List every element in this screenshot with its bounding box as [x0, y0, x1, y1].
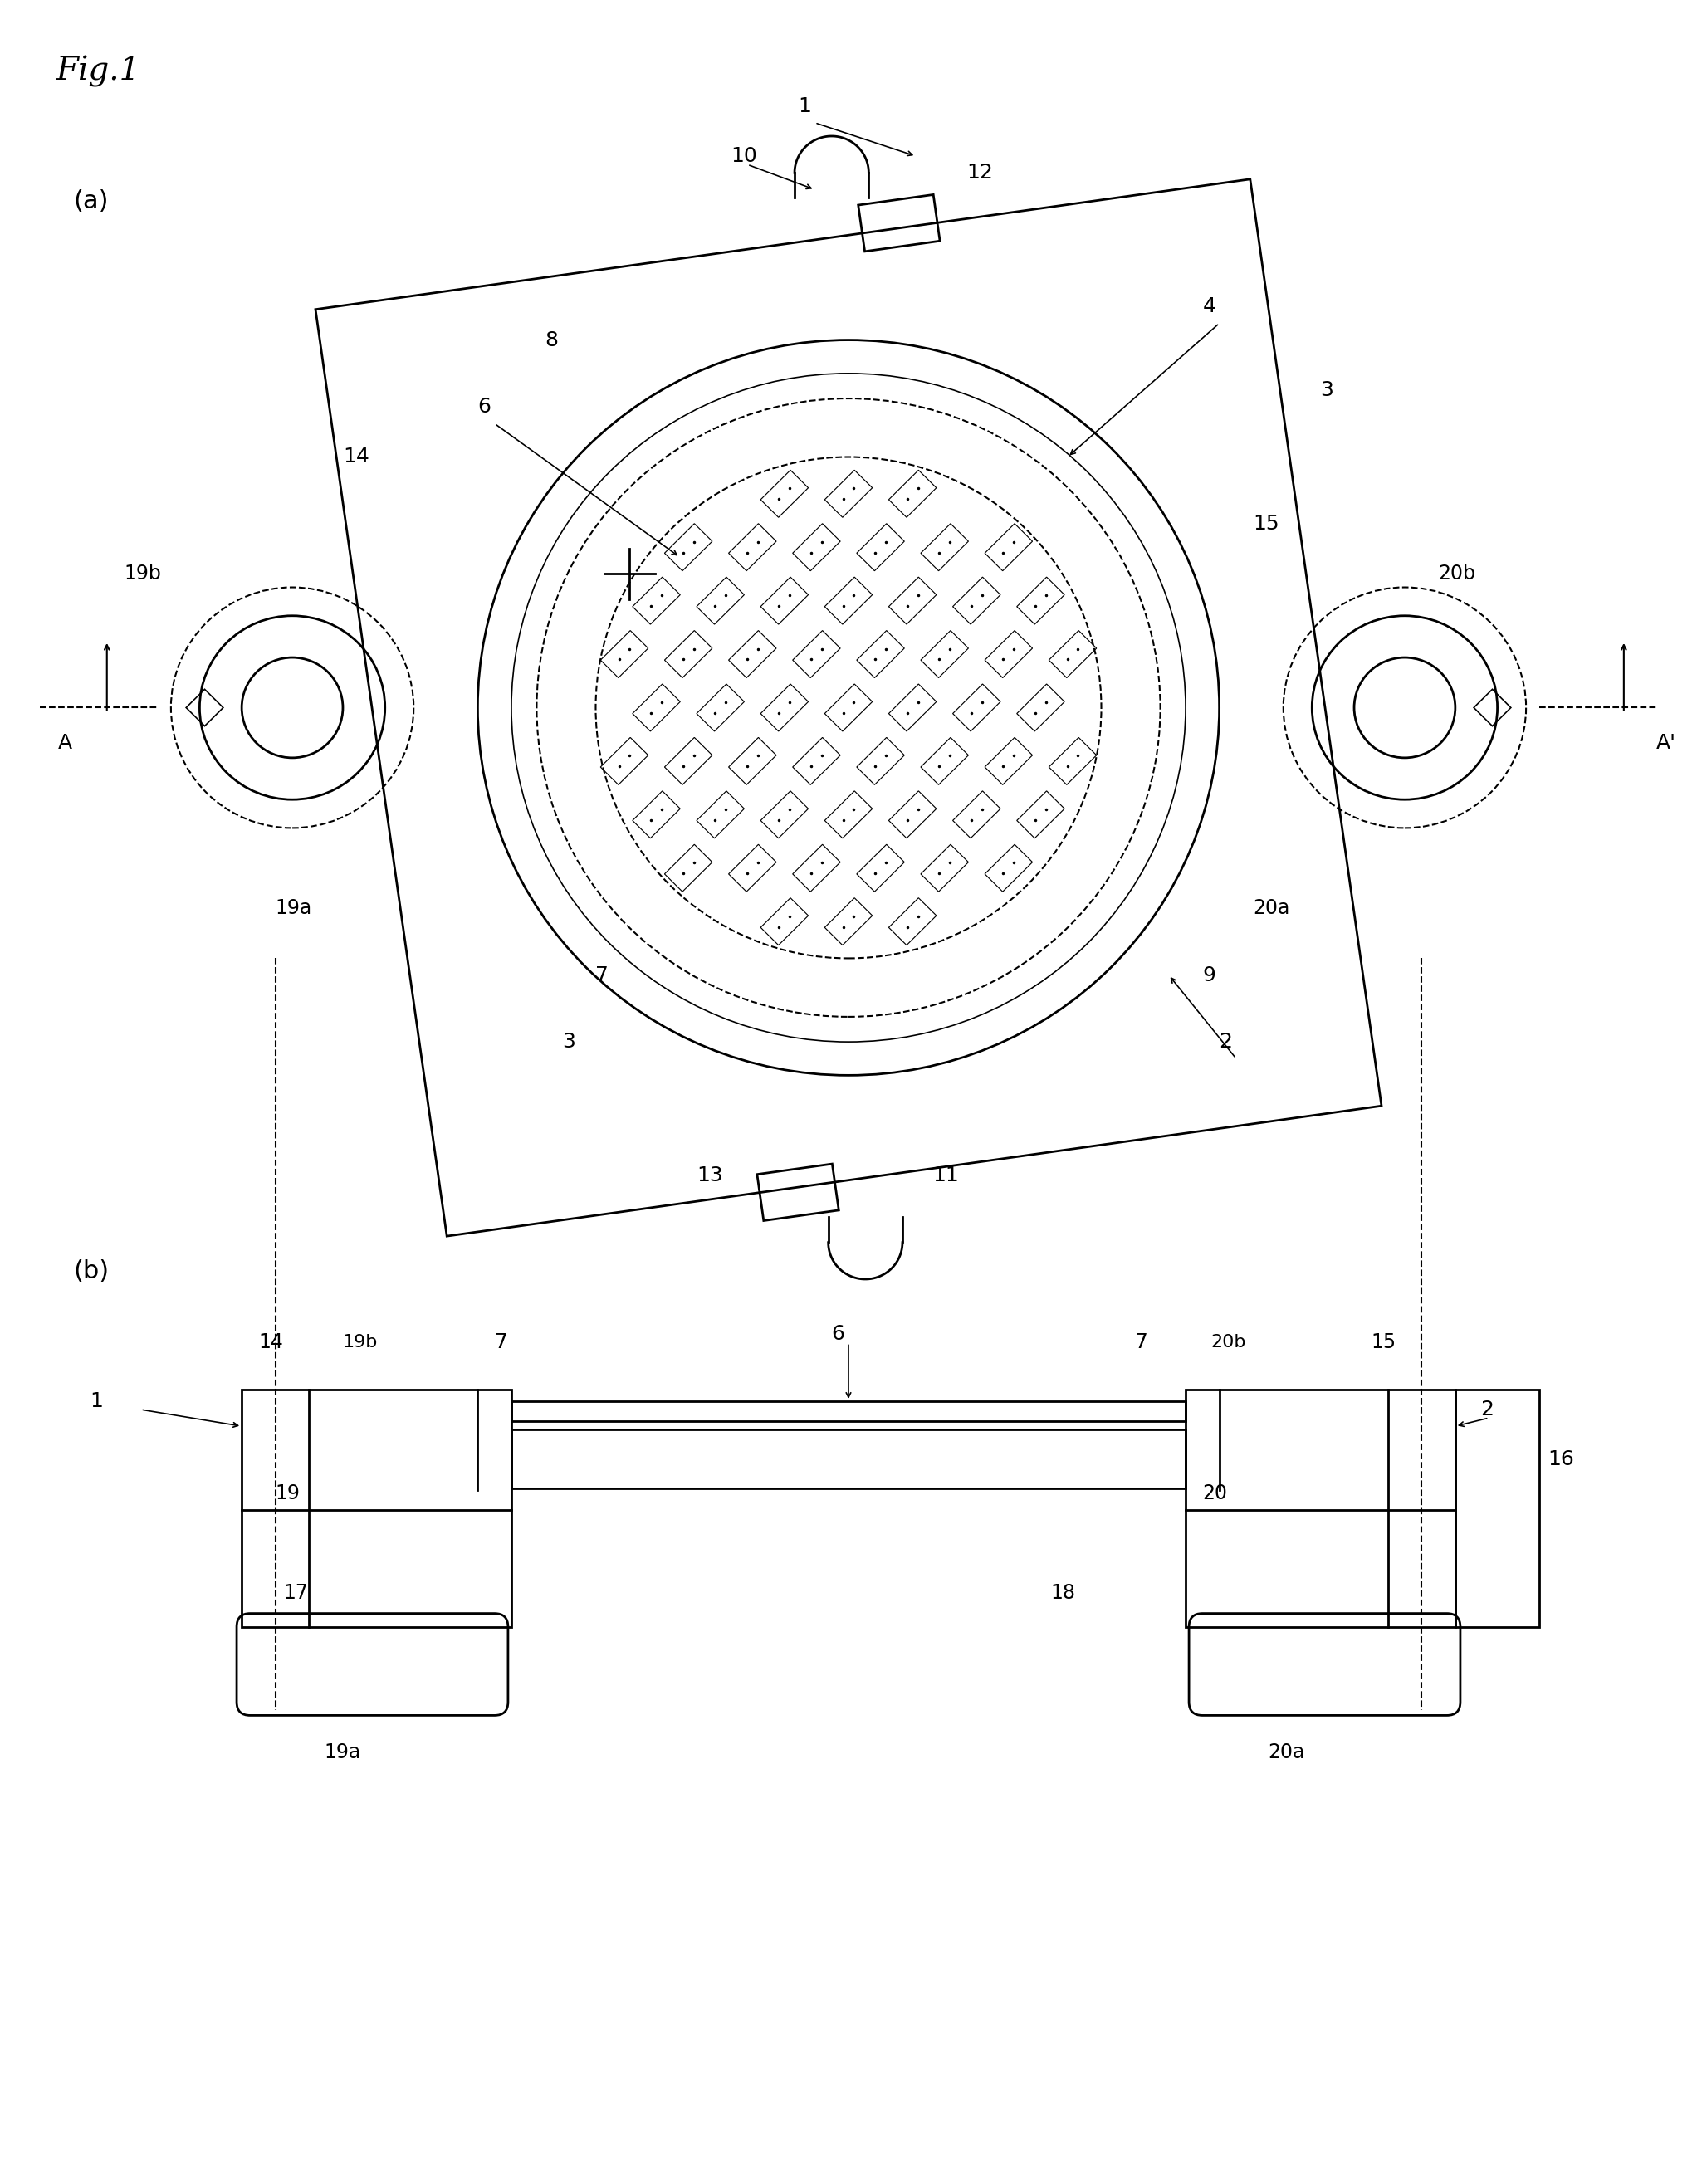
Text: 3: 3	[562, 1031, 575, 1053]
Text: 17: 17	[283, 1583, 309, 1603]
Text: 14: 14	[343, 448, 370, 467]
Text: 4: 4	[1203, 297, 1215, 317]
Text: 20: 20	[1203, 1483, 1227, 1503]
Text: 19b: 19b	[124, 563, 161, 583]
Text: A': A'	[1656, 732, 1677, 753]
Text: A: A	[58, 732, 71, 753]
Text: 14: 14	[258, 1332, 283, 1352]
Text: 3: 3	[1320, 380, 1334, 400]
Text: 20b: 20b	[1439, 563, 1476, 583]
Text: 7: 7	[596, 965, 609, 985]
Text: 19a: 19a	[324, 1743, 361, 1762]
Text: 19b: 19b	[343, 1334, 378, 1352]
Text: 20b: 20b	[1212, 1334, 1246, 1352]
Text: 12: 12	[967, 164, 993, 183]
Bar	[511, 1431, 1186, 1487]
Text: 15: 15	[1252, 513, 1280, 533]
Text: 10: 10	[730, 146, 757, 166]
Text: 9: 9	[1203, 965, 1215, 985]
Bar	[1456, 1389, 1539, 1627]
Bar	[1186, 1389, 1456, 1627]
Text: 13: 13	[697, 1166, 723, 1186]
Text: 6: 6	[477, 397, 490, 417]
Text: Fig.1: Fig.1	[56, 57, 141, 87]
Text: 20a: 20a	[1268, 1743, 1305, 1762]
Text: 1: 1	[90, 1391, 104, 1411]
Text: 19: 19	[275, 1483, 300, 1503]
Text: 2: 2	[1480, 1400, 1493, 1420]
Text: 8: 8	[545, 330, 558, 349]
Text: (a): (a)	[73, 190, 109, 214]
Text: 18: 18	[1050, 1583, 1076, 1603]
Text: 20a: 20a	[1252, 898, 1290, 917]
Text: 6: 6	[832, 1324, 845, 1345]
Bar	[241, 1389, 511, 1627]
Text: 7: 7	[494, 1332, 507, 1352]
Bar	[511, 1402, 1186, 1422]
Text: 1: 1	[798, 96, 811, 116]
Text: 7: 7	[1135, 1332, 1149, 1352]
Text: 11: 11	[933, 1166, 959, 1186]
Text: 15: 15	[1371, 1332, 1397, 1352]
Text: 19a: 19a	[275, 898, 312, 917]
Text: (b): (b)	[73, 1260, 109, 1284]
Text: 16: 16	[1548, 1450, 1575, 1470]
Text: 2: 2	[1220, 1031, 1232, 1053]
